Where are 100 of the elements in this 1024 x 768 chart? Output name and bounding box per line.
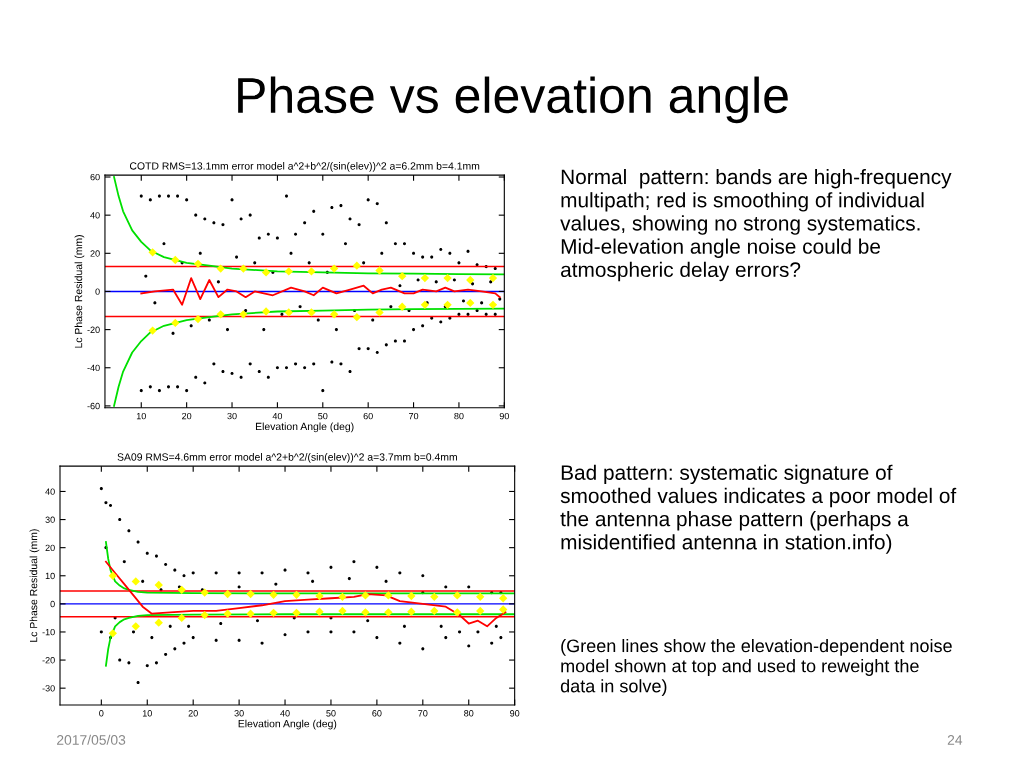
x-tick-label: 10 <box>136 412 146 420</box>
chart-title: SA09 RMS=4.6mm error model a^2+b^2/(sin(elev))^2 a=3.7mm b=0.4mm <box>117 453 457 463</box>
point <box>239 310 248 319</box>
point <box>269 590 278 600</box>
point <box>443 273 452 283</box>
point <box>246 609 255 618</box>
point <box>384 608 393 617</box>
point <box>361 608 370 617</box>
point <box>131 577 140 586</box>
point <box>476 592 485 602</box>
x-tick-label: 70 <box>418 710 428 717</box>
x-axis-title: Elevation Angle (deg) <box>238 719 337 730</box>
y-tick-label: 10 <box>45 572 55 580</box>
point <box>476 606 485 616</box>
point <box>407 591 416 601</box>
x-tick-label: 40 <box>272 412 283 420</box>
x-tick-label: 70 <box>409 412 419 420</box>
point <box>269 608 278 618</box>
point <box>453 591 462 600</box>
point <box>171 318 180 328</box>
point <box>398 272 407 281</box>
x-tick-label: 20 <box>182 412 192 420</box>
point <box>398 302 407 311</box>
x-tick-label: 30 <box>227 412 237 420</box>
point <box>420 273 430 283</box>
point <box>193 259 203 268</box>
point <box>329 310 339 319</box>
point <box>284 308 293 317</box>
x-tick-label: 30 <box>234 710 244 717</box>
text: 24 <box>947 735 963 745</box>
y-tick-label: 20 <box>90 250 100 257</box>
point <box>307 308 316 317</box>
point <box>315 607 324 616</box>
point <box>307 267 316 276</box>
point <box>375 308 384 317</box>
point <box>148 326 157 335</box>
point <box>384 591 393 600</box>
point <box>466 298 475 308</box>
y-tick-label: -20 <box>42 657 55 664</box>
y-tick-label: 20 <box>45 544 55 552</box>
point <box>407 607 416 616</box>
point <box>223 589 232 599</box>
point <box>338 606 347 616</box>
x-tick-label: 50 <box>318 412 328 420</box>
point <box>375 266 384 275</box>
x-axis-title: Elevation Angle (deg) <box>255 422 354 433</box>
point <box>261 307 271 316</box>
point <box>488 273 498 283</box>
y-tick-label: -40 <box>87 364 100 372</box>
y-tick-label: 0 <box>50 600 55 608</box>
point <box>329 264 339 273</box>
x-tick-label: 40 <box>280 710 290 717</box>
line-series <box>105 613 515 667</box>
line-series <box>105 541 515 595</box>
point <box>443 300 452 309</box>
point <box>499 605 508 614</box>
line-series <box>113 307 505 407</box>
point <box>108 629 117 638</box>
point <box>315 591 324 601</box>
point <box>216 310 225 319</box>
x-tick-label: 90 <box>510 710 520 717</box>
x-tick-label: 90 <box>499 412 509 420</box>
x-tick-label: 50 <box>326 710 336 717</box>
x-tick-label: 60 <box>372 710 382 717</box>
point <box>193 314 203 324</box>
y-tick-label: -20 <box>87 326 100 333</box>
point <box>261 268 271 277</box>
point <box>154 618 163 627</box>
y-tick-label: 60 <box>90 173 100 181</box>
point <box>177 585 186 594</box>
point <box>466 275 475 285</box>
line-series <box>140 277 501 306</box>
point <box>131 622 140 631</box>
x-tick-label: 80 <box>464 710 474 717</box>
x-tick-label: 60 <box>363 412 373 420</box>
text: Bad pattern: systematic signature of smoothed values indicates a poor model of the antenna phase pattern (perhaps a misidentified antenna in station.info) <box>560 464 957 554</box>
point <box>499 594 508 603</box>
y-tick-label: 30 <box>45 516 55 523</box>
y-tick-label: -30 <box>42 685 55 692</box>
y-tick-label: 40 <box>90 212 100 219</box>
text: (Green lines show the elevation-dependent noise model shown at top and used to reweight the data in solve) <box>560 638 952 696</box>
point <box>453 608 462 617</box>
chart-title: COTD RMS=13.1mm error model a^2+b^2/(sin(elev))^2 a=6.2mm b=4.1mm <box>129 162 480 172</box>
point <box>284 267 293 276</box>
point <box>430 592 439 602</box>
y-axis-title: Lc Phase Residual (mm) <box>74 235 85 348</box>
point <box>352 261 361 270</box>
point <box>292 608 301 618</box>
x-tick-label: 20 <box>188 710 198 717</box>
x-tick-label: 10 <box>142 710 152 717</box>
point <box>216 264 225 273</box>
x-tick-label: 80 <box>454 412 464 420</box>
point <box>200 588 209 597</box>
point <box>239 264 248 273</box>
y-tick-label: -60 <box>87 402 100 410</box>
point <box>430 606 439 616</box>
point <box>338 592 347 602</box>
y-tick-label: 0 <box>95 288 100 295</box>
point <box>420 300 430 309</box>
point <box>171 255 180 265</box>
